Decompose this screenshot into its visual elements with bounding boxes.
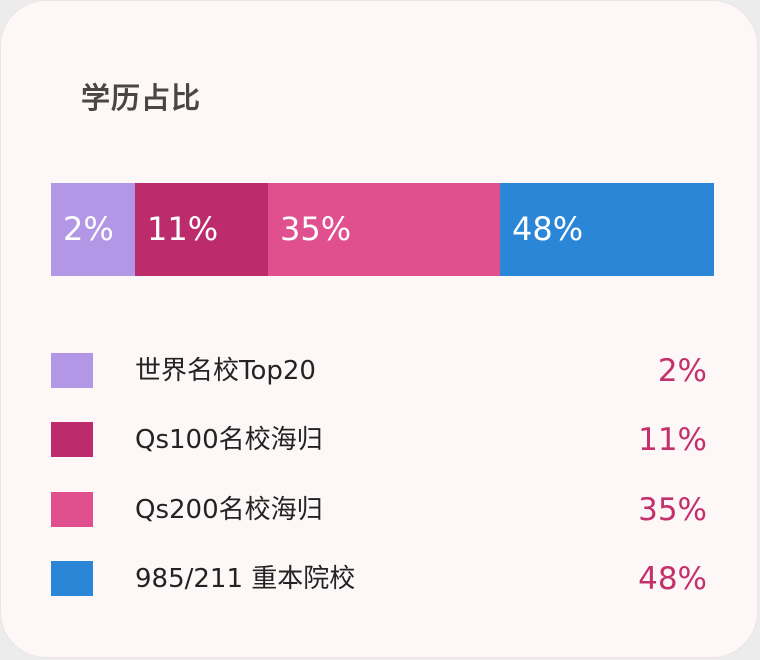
legend-label: 985/211 重本院校 <box>135 564 356 594</box>
legend-item: 985/211 重本院校 48% <box>1 561 759 597</box>
legend-swatch <box>51 492 93 527</box>
legend-value: 48% <box>638 561 707 597</box>
legend-item: Qs100名校海归 11% <box>1 422 759 458</box>
stacked-bar: 2% 11% 35% 48% <box>51 183 714 276</box>
legend-value: 2% <box>657 353 707 389</box>
bar-segment-label: 2% <box>63 210 114 248</box>
bar-segment <box>51 183 135 276</box>
bar-segment-label: 11% <box>147 210 219 248</box>
chart-title: 学历占比 <box>81 81 202 115</box>
legend-value: 11% <box>638 422 707 458</box>
legend-label: Qs200名校海归 <box>135 495 323 525</box>
bar-segment-label: 35% <box>280 210 352 248</box>
legend-value: 35% <box>638 492 707 528</box>
legend-item: Qs200名校海归 35% <box>1 492 759 528</box>
legend-swatch <box>51 422 93 457</box>
legend-item: 世界名校Top20 2% <box>1 353 759 389</box>
bar-segment <box>135 183 268 276</box>
legend-label: 世界名校Top20 <box>135 356 316 386</box>
bar-segment <box>268 183 500 276</box>
legend-swatch <box>51 561 93 596</box>
legend-swatch <box>51 353 93 388</box>
bar-segment <box>500 183 714 276</box>
bar-segment-label: 48% <box>512 210 584 248</box>
legend-label: Qs100名校海归 <box>135 425 323 455</box>
